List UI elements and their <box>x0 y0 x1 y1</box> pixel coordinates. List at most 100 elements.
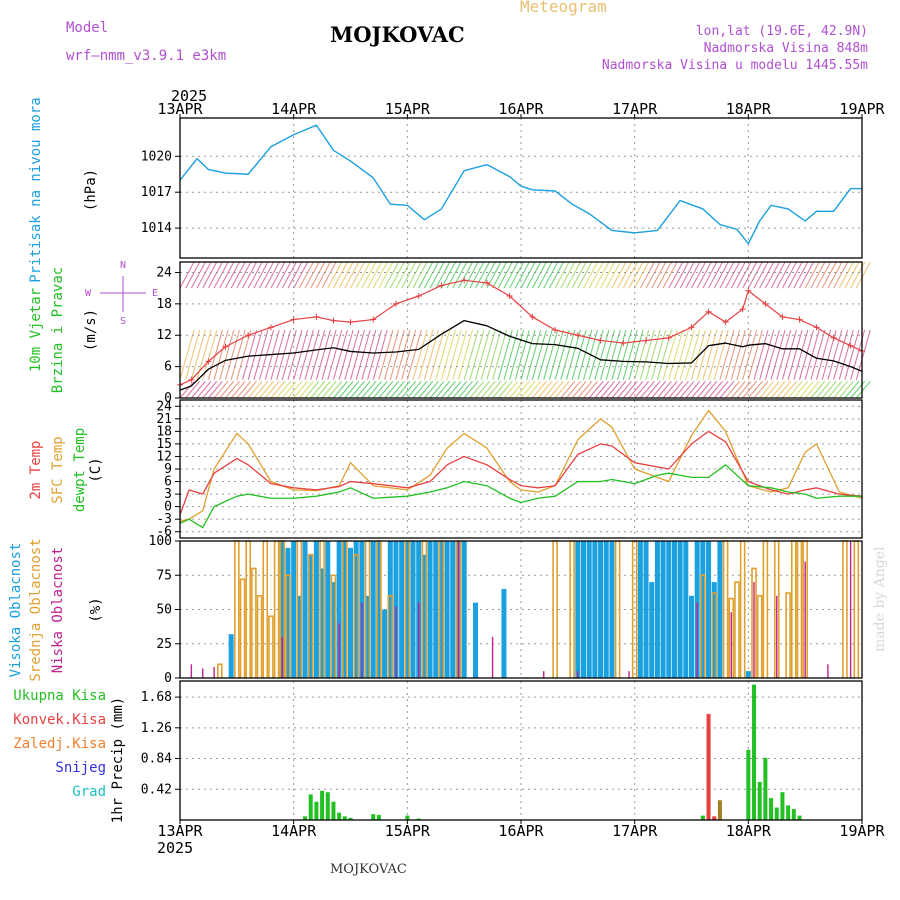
precip-bar <box>303 816 308 820</box>
wind-direction-hatch <box>816 261 831 289</box>
temperature-ytick-label: 21 <box>156 412 172 427</box>
wind-direction-hatch <box>816 380 831 399</box>
cloud-bar-high <box>444 541 450 678</box>
wind-direction-hatch <box>338 329 354 380</box>
wind-direction-hatch <box>179 329 195 380</box>
wind-direction-hatch <box>429 380 445 399</box>
wind-direction-hatch <box>827 261 843 289</box>
wind-direction-hatch <box>179 380 195 399</box>
wind-direction-hatch <box>298 329 314 380</box>
top-xtick-label: 13APR <box>157 100 203 118</box>
cloud-bar-mid <box>268 615 274 678</box>
wind-direction-hatch <box>486 380 502 399</box>
wind-direction-hatch <box>696 380 712 399</box>
wind-direction-hatch <box>554 380 570 399</box>
wind-direction-hatch <box>446 380 462 399</box>
wind-direction-hatch <box>747 261 763 289</box>
cloud-bar-high <box>666 541 672 678</box>
wind-direction-hatch <box>810 329 826 380</box>
wind-frame <box>179 261 863 399</box>
cloud-bar-mid <box>842 540 848 678</box>
wind-direction-hatch <box>793 329 809 380</box>
wind-direction-hatch <box>480 380 496 399</box>
wind-direction-hatch <box>509 261 525 289</box>
wind-direction-hatch <box>725 380 740 399</box>
wind-direction-hatch <box>452 329 468 380</box>
wind-direction-hatch <box>276 380 292 399</box>
wind-ytick-label: 18 <box>156 297 172 312</box>
wind-direction-hatch <box>298 261 314 289</box>
temperature-frame <box>179 399 863 539</box>
wind-gust-line <box>179 279 863 386</box>
wind-direction-hatch <box>565 329 581 380</box>
precip-legend-item: Grad <box>72 784 106 800</box>
temperature-ytick-label: -3 <box>156 512 172 527</box>
wind-direction-hatch <box>543 380 559 399</box>
wind-direction-hatch <box>708 329 724 380</box>
wind-direction-hatch <box>350 261 365 289</box>
wind-direction-hatch <box>628 329 644 380</box>
wind-direction-hatch <box>406 380 422 399</box>
wind-direction-hatch <box>321 329 337 380</box>
wind-direction-hatch <box>293 380 309 399</box>
wind-direction-hatch <box>406 329 422 380</box>
wind-direction-hatch <box>770 261 786 289</box>
wind-direction-hatch <box>270 329 286 380</box>
precip-bar <box>320 790 325 820</box>
wind-direction-hatch <box>844 329 860 380</box>
wind-direction-hatch <box>293 329 309 380</box>
wind-direction-hatch <box>207 261 223 289</box>
cloud-bar-mid <box>785 592 791 678</box>
wind-direction-hatch <box>242 329 257 380</box>
wind-direction-hatch <box>384 329 400 380</box>
wind-direction-hatch <box>753 261 769 289</box>
cloud-bar-mid <box>552 540 558 678</box>
wind-direction-hatch <box>242 261 257 289</box>
wind-direction-hatch <box>634 380 650 399</box>
temp2m-line <box>179 430 863 516</box>
wind-direction-hatch <box>594 380 610 399</box>
wind-direction-hatch <box>202 380 218 399</box>
wind-direction-hatch <box>514 261 530 289</box>
precip-bar <box>314 801 319 820</box>
wind-direction-hatch <box>281 380 297 399</box>
wind-direction-hatch <box>634 261 650 289</box>
wind-direction-hatch <box>401 329 417 380</box>
wind-direction-hatch <box>708 380 723 399</box>
wind-direction-hatch <box>355 329 371 380</box>
cloud-bar-high <box>637 541 643 678</box>
wind-direction-hatch <box>827 329 843 380</box>
cloud-bar-high <box>654 541 660 678</box>
precip-bar <box>786 805 791 820</box>
wind-direction-hatch <box>463 261 479 289</box>
cloud-bar-high <box>296 595 302 678</box>
wind-direction-hatch <box>458 261 473 289</box>
wind-direction-hatch <box>600 380 615 399</box>
wind-direction-hatch <box>361 261 377 289</box>
cloud-bar-high <box>319 568 325 678</box>
wind-direction-hatch <box>412 380 428 399</box>
wind-direction-hatch <box>355 380 371 399</box>
wind-direction-hatch <box>520 261 536 289</box>
wind-direction-hatch <box>713 329 729 380</box>
wind-direction-hatch <box>651 380 667 399</box>
cloud-bar-high <box>376 541 382 678</box>
wind-direction-hatch <box>287 261 303 289</box>
cloud-bar-high <box>427 541 433 678</box>
wind-gust-marker <box>643 337 650 344</box>
wind-direction-hatch <box>332 329 348 380</box>
wind-direction-hatch <box>679 380 695 399</box>
wind-direction-hatch <box>781 261 797 289</box>
wind-direction-hatch <box>742 261 758 289</box>
cloud-bar-high <box>370 541 376 678</box>
temperature-ytick-label: 9 <box>164 462 172 477</box>
wind-gust-marker <box>415 293 422 299</box>
precip-bar <box>752 684 757 820</box>
wind-direction-hatch <box>804 329 820 380</box>
wind-direction-hatch <box>725 261 741 289</box>
wind-direction-hatch <box>378 261 394 289</box>
wind-direction-hatch <box>190 380 206 399</box>
wind-direction-hatch <box>662 380 678 399</box>
wind-direction-hatch <box>594 261 610 289</box>
wind-direction-hatch <box>281 261 297 289</box>
